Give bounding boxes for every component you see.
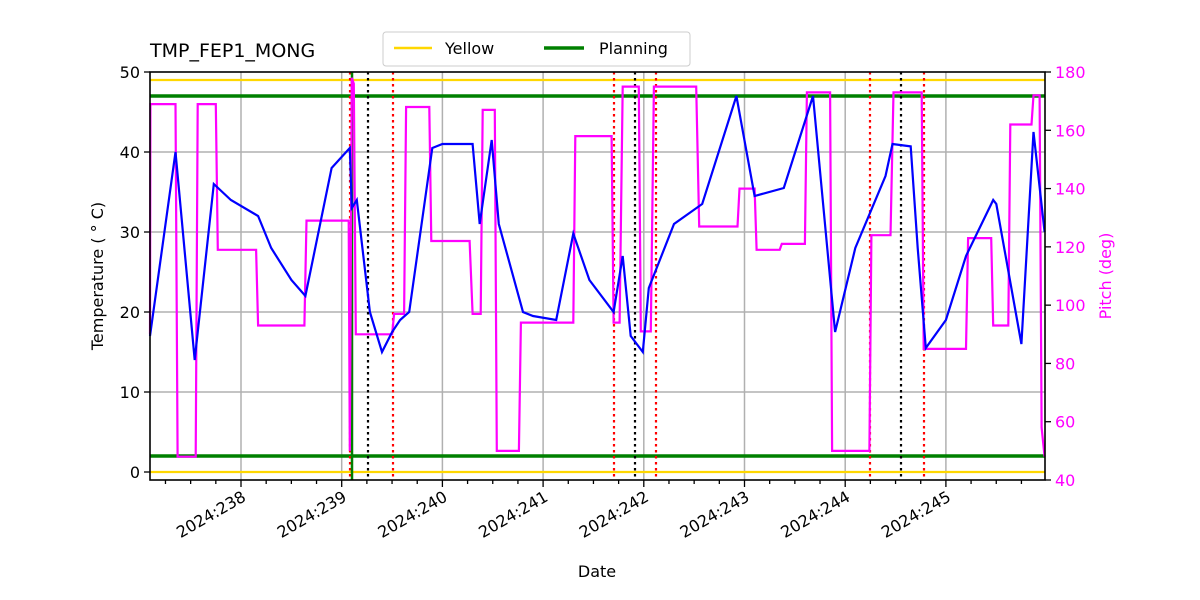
x-tick-label: 2024:241 xyxy=(475,487,551,542)
pitch-series-line xyxy=(148,77,1046,458)
x-axis-label: Date xyxy=(578,562,616,581)
y-tick-label: 20 xyxy=(120,303,140,322)
y-tick-label: 50 xyxy=(120,63,140,82)
x-tick-label: 2024:244 xyxy=(777,487,853,542)
y2-tick-label: 40 xyxy=(1055,471,1075,490)
event-markers xyxy=(348,72,926,480)
y2-axis-ticks: 40 60 80 100 120 140 160 180 xyxy=(1045,63,1086,490)
legend: Yellow Planning xyxy=(382,31,691,67)
legend-box xyxy=(382,31,691,67)
y2-tick-label: 160 xyxy=(1055,121,1086,140)
y2-tick-label: 140 xyxy=(1055,180,1086,199)
x-tick-label: 2024:243 xyxy=(677,487,753,542)
chart-title: TMP_FEP1_MONG xyxy=(149,40,315,62)
limit-lines xyxy=(150,78,1045,474)
x-axis-ticks: 2024:238 2024:239 2024:240 2024:241 2024:242… xyxy=(164,480,1023,542)
data-series xyxy=(148,77,1046,458)
y-tick-label: 0 xyxy=(130,463,140,482)
legend-planning-label: Planning xyxy=(599,39,668,58)
temperature-series-line xyxy=(148,95,1046,361)
y2-tick-label: 60 xyxy=(1055,413,1075,432)
grid-lines xyxy=(150,72,1045,480)
x-tick-label: 2024:239 xyxy=(274,487,350,542)
x-tick-label: 2024:242 xyxy=(576,487,652,542)
plot-area-frame xyxy=(149,71,1046,481)
y2-tick-label: 120 xyxy=(1055,238,1086,257)
y-axis-label: Temperature ( ° C) xyxy=(88,202,107,351)
legend-yellow-label: Yellow xyxy=(444,39,494,58)
x-tick-label: 2024:240 xyxy=(375,487,451,542)
y-axis-ticks: 0 10 20 30 40 50 xyxy=(120,63,150,482)
y-tick-label: 10 xyxy=(120,383,140,402)
y2-axis-label: Pitch (deg) xyxy=(1096,233,1115,320)
y2-tick-label: 100 xyxy=(1055,296,1086,315)
y2-tick-label: 180 xyxy=(1055,63,1086,82)
x-tick-label: 2024:245 xyxy=(878,487,954,542)
y2-tick-label: 80 xyxy=(1055,354,1075,373)
y-tick-label: 30 xyxy=(120,223,140,242)
x-tick-label: 2024:238 xyxy=(173,487,249,542)
y-tick-label: 40 xyxy=(120,143,140,162)
